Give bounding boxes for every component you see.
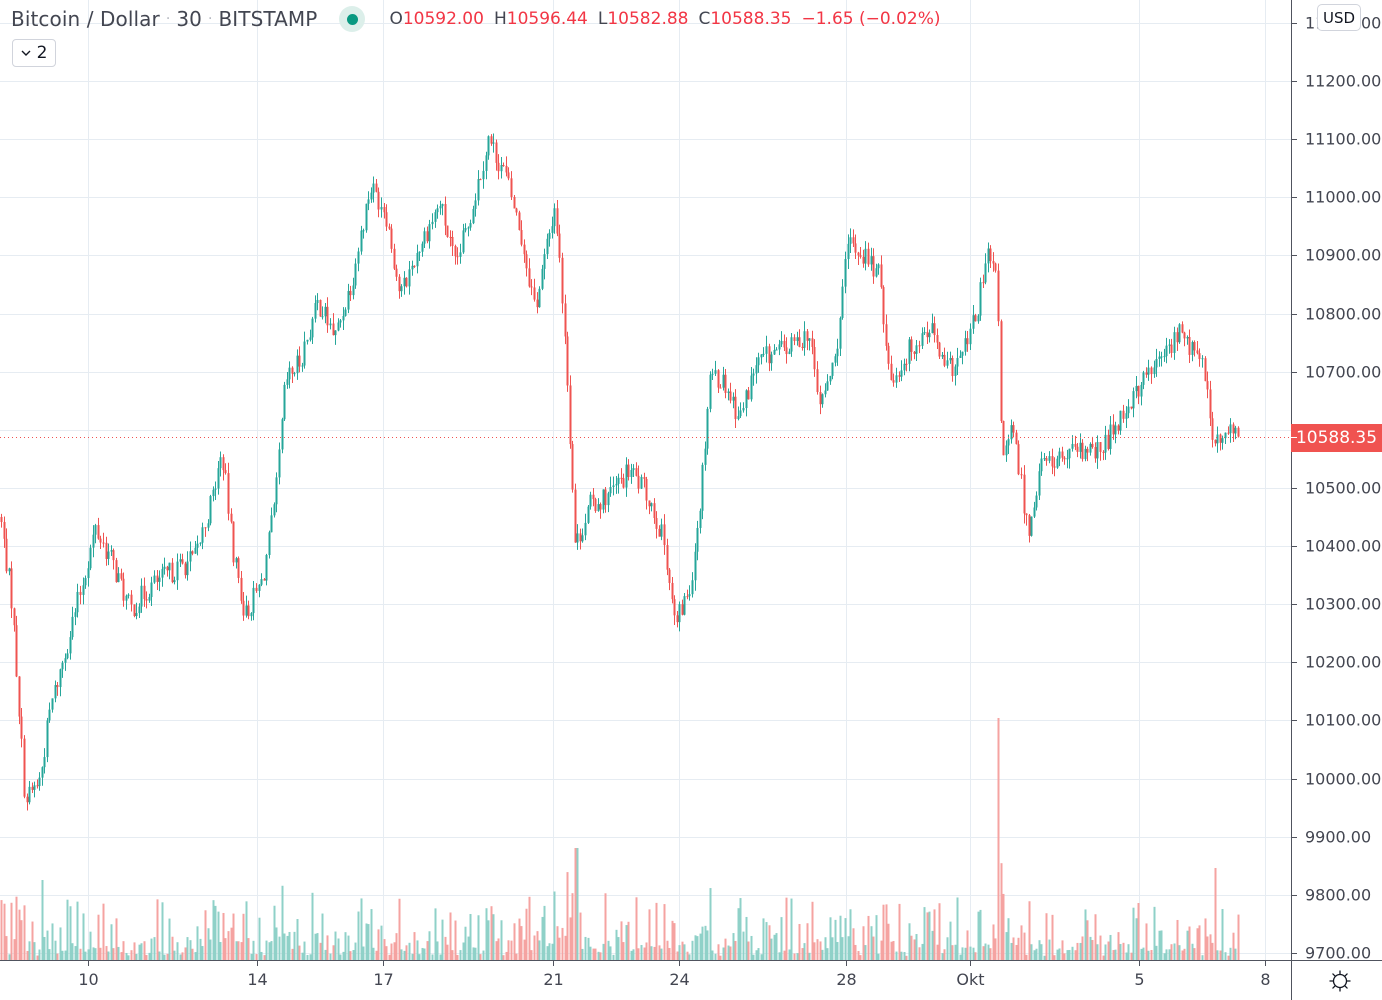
indicator-count: 2 — [36, 43, 48, 63]
market-status-indicator[interactable] — [339, 6, 366, 32]
time-label: 17 — [373, 970, 394, 989]
price-label: 11000.00 — [1305, 187, 1382, 207]
symbol-name[interactable]: Bitcoin / Dollar — [11, 7, 160, 31]
price-label: 9900.00 — [1305, 827, 1372, 847]
last-price-value: 10588.35 — [1295, 427, 1378, 448]
time-label: 21 — [543, 970, 564, 989]
exchange[interactable]: BITSTAMP — [218, 7, 318, 31]
time-tick — [1139, 960, 1140, 966]
change-value: −1.65 (−0.02%) — [801, 9, 941, 29]
time-tick — [88, 960, 89, 966]
market-open-dot-icon — [346, 13, 358, 25]
time-tick — [553, 960, 554, 966]
price-label: 9800.00 — [1305, 885, 1372, 905]
price-tick — [1291, 953, 1297, 954]
price-tick — [1291, 779, 1297, 780]
separator: · — [207, 11, 213, 27]
price-tick — [1291, 488, 1297, 489]
chart-grid — [0, 0, 1291, 960]
time-tick — [383, 960, 384, 966]
ohlc-values: O10592.00 H10596.44 L10582.88 C10588.35 … — [389, 9, 940, 29]
last-price-label: 10588.35 — [1291, 423, 1382, 452]
price-label: 10800.00 — [1305, 304, 1382, 324]
price-label: 10200.00 — [1305, 652, 1382, 672]
time-label: 24 — [669, 970, 690, 989]
time-tick — [679, 960, 680, 966]
open-value: 10592.00 — [402, 9, 484, 29]
candlestick-series — [0, 133, 1240, 811]
price-tick — [1291, 372, 1297, 373]
time-label: Okt — [956, 970, 985, 989]
time-tick — [846, 960, 847, 966]
chart-settings-button[interactable] — [1326, 967, 1354, 995]
price-tick — [1291, 604, 1297, 605]
price-label: 10300.00 — [1305, 594, 1382, 614]
time-tick — [970, 960, 971, 966]
close-label: C — [698, 9, 711, 29]
high-value: 10596.44 — [506, 9, 588, 29]
time-label: 14 — [247, 970, 268, 989]
price-label: 10900.00 — [1305, 245, 1382, 265]
price-label: 11100.00 — [1305, 129, 1382, 149]
price-label: 10400.00 — [1305, 536, 1382, 556]
price-tick — [1291, 255, 1297, 256]
price-label: 10500.00 — [1305, 478, 1382, 498]
gear-icon — [1329, 970, 1351, 992]
price-tick — [1291, 662, 1297, 663]
close-value: 10588.35 — [710, 9, 792, 29]
price-axis[interactable]: 9700.00 9800.00 9900.00 10000.00 10100.00 102… — [1291, 0, 1382, 965]
chart-legend: Bitcoin / Dollar · 30 · BITSTAMP O10592.… — [11, 5, 941, 33]
volume-bars — [0, 718, 1240, 960]
price-tick — [1291, 895, 1297, 896]
currency-button[interactable]: USD — [1317, 4, 1361, 31]
price-tick — [1291, 837, 1297, 838]
price-tick — [1291, 81, 1297, 82]
last-price-tick — [1291, 436, 1297, 438]
price-tick — [1291, 23, 1297, 24]
price-tick — [1291, 546, 1297, 547]
time-label: 28 — [836, 970, 857, 989]
time-tick — [257, 960, 258, 966]
separator: · — [165, 11, 171, 27]
time-label: 5 — [1134, 970, 1145, 989]
price-label: 10100.00 — [1305, 710, 1382, 730]
collapse-indicators-button[interactable]: 2 — [12, 39, 56, 67]
price-tick — [1291, 139, 1297, 140]
price-label: 10700.00 — [1305, 362, 1382, 382]
low-value: 10582.88 — [607, 9, 689, 29]
high-label: H — [493, 9, 507, 29]
time-tick — [1265, 960, 1266, 966]
chevron-down-icon — [21, 50, 31, 56]
price-label: 9700.00 — [1305, 943, 1372, 963]
price-tick — [1291, 720, 1297, 721]
time-label: 10 — [78, 970, 99, 989]
price-label: 11200.00 — [1305, 71, 1382, 91]
time-label: 8 — [1260, 970, 1271, 989]
price-label: 10000.00 — [1305, 769, 1382, 789]
open-label: O — [389, 9, 403, 29]
price-tick — [1291, 197, 1297, 198]
price-tick — [1291, 314, 1297, 315]
interval[interactable]: 30 — [176, 7, 202, 31]
low-label: L — [597, 9, 608, 29]
